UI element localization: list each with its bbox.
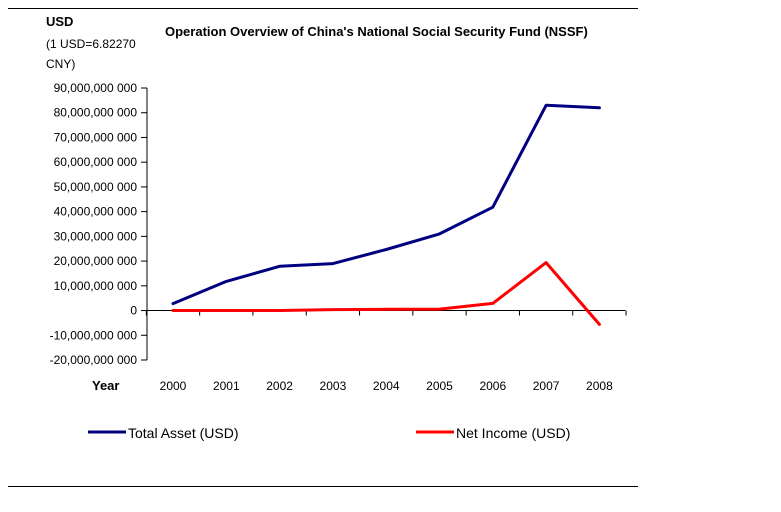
plot-area: 90,000,000 000 80,000,000 000 70,000,000 0…	[50, 81, 627, 393]
y-tick-label: 30,000,000 000	[54, 229, 138, 243]
x-tick-label: 2008	[586, 379, 613, 393]
x-axis-label: Year	[92, 378, 119, 393]
legend-net-income-label: Net Income (USD)	[456, 425, 570, 441]
y-tick-label: 90,000,000 000	[54, 81, 138, 95]
net-income-line	[171, 261, 601, 326]
x-tick-label: 2005	[426, 379, 453, 393]
y-tick-label: -10,000,000 000	[50, 328, 138, 342]
y-tick-label: 80,000,000 000	[54, 106, 138, 120]
y-tick-label: 70,000,000 000	[54, 130, 138, 144]
legend-total-asset-label: Total Asset (USD)	[128, 425, 238, 441]
x-tick-label: 2002	[266, 379, 293, 393]
x-tick-label: 2004	[373, 379, 400, 393]
x-tick-label: 2000	[160, 379, 187, 393]
y-axis-unit: USD	[46, 14, 73, 29]
x-tick-label: 2007	[533, 379, 560, 393]
y-axis-unit-note-line-2: CNY)	[46, 57, 75, 71]
x-tick-label: 2003	[320, 379, 347, 393]
legend: Total Asset (USD) Net Income (USD)	[88, 425, 570, 441]
total-asset-line	[171, 103, 601, 306]
y-tick-label: 50,000,000 000	[54, 180, 138, 194]
y-tick-label: 10,000,000 000	[54, 279, 138, 293]
y-axis-unit-note-line-1: (1 USD=6.82270	[46, 37, 136, 51]
x-tick-label: 2001	[213, 379, 240, 393]
chart-title: Operation Overview of China's National S…	[165, 24, 588, 39]
y-tick-label: -20,000,000 000	[50, 353, 138, 367]
y-tick-label: 60,000,000 000	[54, 155, 138, 169]
y-tick-label: 40,000,000 000	[54, 205, 138, 219]
x-tick-label: 2006	[479, 379, 506, 393]
y-tick-label: 0	[130, 304, 137, 318]
y-tick-label: 20,000,000 000	[54, 254, 138, 268]
